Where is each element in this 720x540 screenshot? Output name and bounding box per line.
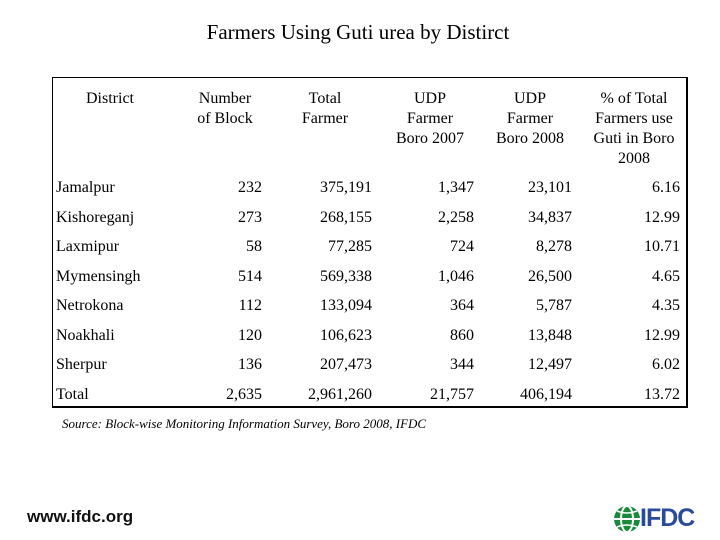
cell-percent-guti: 6.16 — [652, 179, 680, 196]
cell-udp-2008: 34,837 — [528, 208, 572, 226]
table-row: Noakhali 120 106,623 860 13,848 12.99 — [52, 323, 688, 353]
cell-total-farmer: 268,155 — [320, 208, 372, 226]
cell-percent-guti: 12.99 — [644, 208, 680, 226]
header-udp-2008: UDP Farmer Boro 2008 — [496, 90, 564, 147]
cell-district: Sherpur — [56, 356, 107, 373]
table-left-border — [52, 77, 53, 407]
page-title: Farmers Using Guti urea by Distirct — [206, 20, 510, 44]
cell-udp-2008: 406,194 — [520, 385, 572, 403]
footer-url: www.ifdc.org — [27, 507, 134, 526]
cell-udp-2008: 5,787 — [536, 297, 572, 314]
table-row: Laxmipur 58 77,285 724 8,278 10.71 — [52, 234, 688, 264]
table-right-border — [686, 77, 688, 407]
cell-udp-2008: 26,500 — [528, 267, 572, 285]
cell-udp-2008: 8,278 — [536, 238, 572, 255]
header-number-of-block: Number of Block — [197, 90, 253, 127]
cell-percent-guti: 12.99 — [644, 326, 680, 344]
cell-number-of-block: 120 — [238, 326, 262, 344]
cell-district: Jamalpur — [56, 179, 115, 196]
cell-number-of-block: 136 — [238, 356, 262, 373]
source-note: Source: Block-wise Monitoring Informatio… — [62, 416, 427, 431]
cell-district: Laxmipur — [56, 238, 120, 255]
ifdc-logo: IFDC — [612, 500, 704, 538]
table-top-border — [52, 77, 688, 78]
cell-udp-2008: 13,848 — [528, 326, 572, 344]
cell-total-farmer: 569,338 — [320, 267, 372, 285]
cell-udp-2007: 1,347 — [438, 179, 474, 196]
header-district: District — [86, 90, 134, 107]
header-udp-2007: UDP Farmer Boro 2007 — [396, 90, 464, 147]
cell-total-farmer: 207,473 — [320, 356, 372, 373]
cell-udp-2007: 1,046 — [438, 267, 474, 285]
cell-udp-2007: 21,757 — [430, 385, 474, 403]
cell-number-of-block: 2,635 — [226, 385, 262, 403]
cell-percent-guti: 4.65 — [652, 267, 680, 285]
table-row: Total 2,635 2,961,260 21,757 406,194 13.72 — [52, 382, 688, 412]
table-row: Mymensingh 514 569,338 1,046 26,500 4.65 — [52, 264, 688, 294]
cell-percent-guti: 4.35 — [652, 297, 680, 314]
cell-udp-2007: 2,258 — [438, 208, 474, 226]
cell-number-of-block: 58 — [246, 238, 262, 255]
cell-number-of-block: 273 — [238, 208, 262, 226]
cell-udp-2007: 344 — [450, 356, 474, 373]
header-total-farmer: Total Farmer — [301, 90, 349, 127]
cell-number-of-block: 514 — [238, 267, 262, 285]
globe-icon — [614, 505, 640, 533]
cell-district: Netrokona — [56, 297, 124, 314]
table-row: Netrokona 112 133,094 364 5,787 4.35 — [52, 293, 688, 323]
cell-udp-2007: 724 — [450, 238, 474, 255]
cell-percent-guti: 13.72 — [644, 385, 680, 403]
cell-total-farmer: 2,961,260 — [308, 385, 372, 403]
cell-udp-2007: 860 — [450, 326, 474, 344]
cell-udp-2008: 23,101 — [528, 179, 572, 196]
table-row: Jamalpur 232 375,191 1,347 23,101 6.16 — [52, 175, 688, 205]
cell-udp-2008: 12,497 — [528, 356, 572, 373]
cell-total-farmer: 77,285 — [328, 238, 372, 255]
cell-total-farmer: 133,094 — [320, 297, 372, 314]
cell-percent-guti: 6.02 — [652, 356, 680, 373]
cell-district: Mymensingh — [56, 267, 141, 285]
cell-district: Total — [56, 385, 89, 403]
cell-district: Kishoreganj — [56, 208, 135, 226]
table-bottom-border — [52, 406, 688, 408]
table-row: Sherpur 136 207,473 344 12,497 6.02 — [52, 352, 688, 382]
cell-total-farmer: 106,623 — [320, 326, 372, 344]
district-table: District Number of Block Total Farmer UD… — [52, 77, 688, 408]
header-percent-guti: % of Total Farmers use Guti in Boro 2008 — [593, 90, 675, 167]
table-row: Kishoreganj 273 268,155 2,258 34,837 12.99 — [52, 205, 688, 235]
logo-wordmark: IFDC — [640, 504, 695, 532]
cell-number-of-block: 112 — [238, 297, 262, 314]
cell-district: Noakhali — [56, 326, 115, 344]
cell-percent-guti: 10.71 — [644, 238, 680, 255]
cell-udp-2007: 364 — [450, 297, 474, 314]
cell-total-farmer: 375,191 — [320, 179, 372, 196]
cell-number-of-block: 232 — [238, 179, 262, 196]
